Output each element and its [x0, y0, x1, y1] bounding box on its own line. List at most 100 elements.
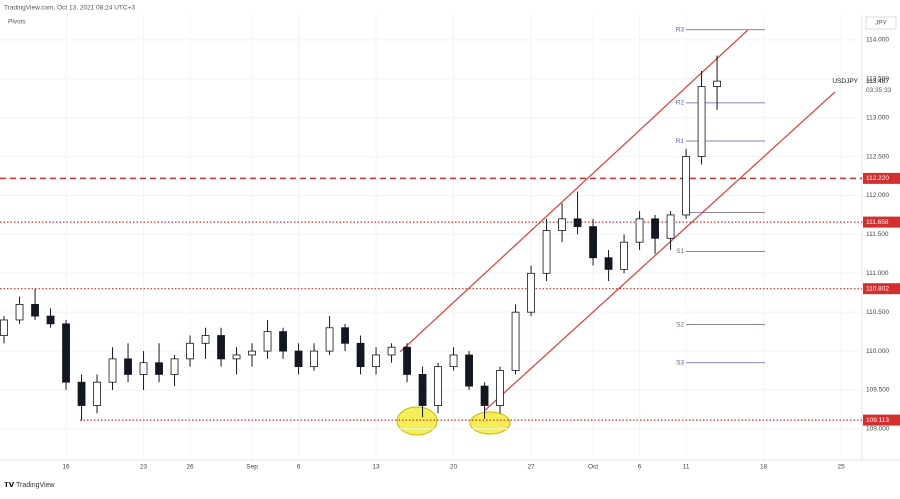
- y-tick-label: 111.500: [866, 231, 889, 238]
- currency: JPY: [875, 20, 888, 27]
- candle-body: [527, 272, 535, 313]
- symbol: USDJPY: [832, 78, 858, 85]
- candle-body: [46, 315, 55, 325]
- level-label: 110.802: [866, 285, 889, 292]
- level-label: 111.658: [866, 219, 889, 226]
- x-tick-label: 18: [760, 464, 768, 471]
- candle-body: [372, 354, 380, 368]
- candle-body: [713, 80, 721, 87]
- candle-body: [294, 350, 303, 368]
- candle-body: [217, 335, 225, 360]
- candle-body: [170, 358, 179, 375]
- candle-body: [31, 304, 39, 317]
- level-label: 109.113: [866, 417, 889, 424]
- pivot-label: S2: [676, 321, 684, 328]
- level-tag: [863, 216, 900, 228]
- candle-body: [124, 358, 132, 375]
- candle-body: [108, 358, 117, 383]
- candle-body: [15, 304, 24, 321]
- candle-body: [418, 374, 427, 406]
- candle-body: [449, 354, 458, 368]
- candle-body: [0, 319, 8, 336]
- brand-logo: 𝗧𝗩: [4, 482, 15, 489]
- x-tick-label: 20: [450, 464, 458, 471]
- x-tick-label: Oct: [588, 464, 598, 471]
- indicator-name: Pivots: [8, 19, 26, 26]
- candle-body: [558, 218, 566, 231]
- y-tick-label: 113.500: [866, 76, 889, 83]
- level-label: 112.220: [866, 175, 889, 182]
- candle-body: [635, 218, 644, 243]
- currency-box: [865, 16, 897, 30]
- y-tick-label: 113.000: [866, 114, 889, 121]
- candle-body: [248, 350, 256, 356]
- y-tick-label: 114.000: [866, 37, 889, 44]
- level-tag: [863, 172, 900, 184]
- candle-body: [651, 218, 659, 239]
- candle-body: [387, 346, 396, 356]
- candle-body: [155, 362, 163, 375]
- candle-body: [620, 241, 628, 270]
- candle-body: [263, 331, 272, 352]
- header: TradingView.com, Oct 13, 2021 08:24 UTC+…: [4, 5, 135, 12]
- x-tick-label: 26: [186, 464, 194, 471]
- candle-body: [310, 350, 318, 368]
- pivot-label: R1: [676, 138, 685, 145]
- candle-body: [434, 366, 442, 406]
- x-tick-label: 6: [638, 464, 642, 471]
- candle-body: [682, 156, 690, 216]
- x-tick-label: 27: [527, 464, 535, 471]
- candle-body: [232, 354, 241, 360]
- channel-line: [399, 29, 749, 353]
- candle-body: [511, 311, 520, 371]
- candle-body: [356, 342, 365, 368]
- x-tick-label: 16: [62, 464, 70, 471]
- brand: TradingView: [16, 482, 55, 489]
- x-tick-label: 6: [297, 464, 301, 471]
- candle-body: [93, 381, 101, 406]
- y-tick-label: 111.000: [866, 270, 889, 277]
- pivot-label: S3: [676, 359, 684, 366]
- candle-body: [465, 354, 473, 387]
- candle-body: [139, 362, 148, 375]
- x-tick-label: 25: [837, 464, 845, 471]
- candle-body: [604, 257, 613, 270]
- highlight: [396, 406, 438, 436]
- x-tick-label: 13: [372, 464, 380, 471]
- x-tick-label: 23: [140, 464, 148, 471]
- level-tag: [863, 414, 900, 426]
- candle-body: [480, 385, 489, 406]
- highlight: [469, 411, 511, 435]
- channel-line: [484, 91, 836, 411]
- y-tick-label: 109.000: [866, 426, 890, 433]
- candle-body: [542, 230, 551, 274]
- countdown: 03:35:33: [866, 87, 892, 94]
- x-tick-label: 11: [683, 464, 690, 471]
- y-tick-label: 109.500: [866, 387, 890, 394]
- x-tick-label: Sep: [246, 464, 258, 471]
- candle-body: [403, 346, 411, 375]
- y-tick-label: 110.500: [866, 309, 889, 316]
- pivot-label: R2: [676, 100, 685, 107]
- candle-body: [589, 226, 597, 259]
- candle-body: [186, 342, 194, 360]
- candle-body: [62, 323, 70, 383]
- last-price: 113.467: [866, 78, 889, 85]
- level-tag: [863, 283, 900, 295]
- candle-body: [697, 86, 706, 157]
- y-tick-label: 110.000: [866, 348, 889, 355]
- pivot-label: R3: [676, 27, 685, 34]
- candle-body: [496, 370, 504, 406]
- candle-body: [573, 218, 582, 228]
- candle-body: [279, 331, 287, 352]
- candle-body: [77, 381, 86, 406]
- candle-body: [201, 335, 210, 344]
- y-tick-label: 112.000: [866, 192, 889, 199]
- y-tick-label: 112.500: [866, 153, 889, 160]
- candle-body: [666, 214, 675, 239]
- candle-body: [325, 327, 334, 352]
- candle-body: [341, 327, 349, 344]
- pivot-label: S1: [676, 248, 684, 255]
